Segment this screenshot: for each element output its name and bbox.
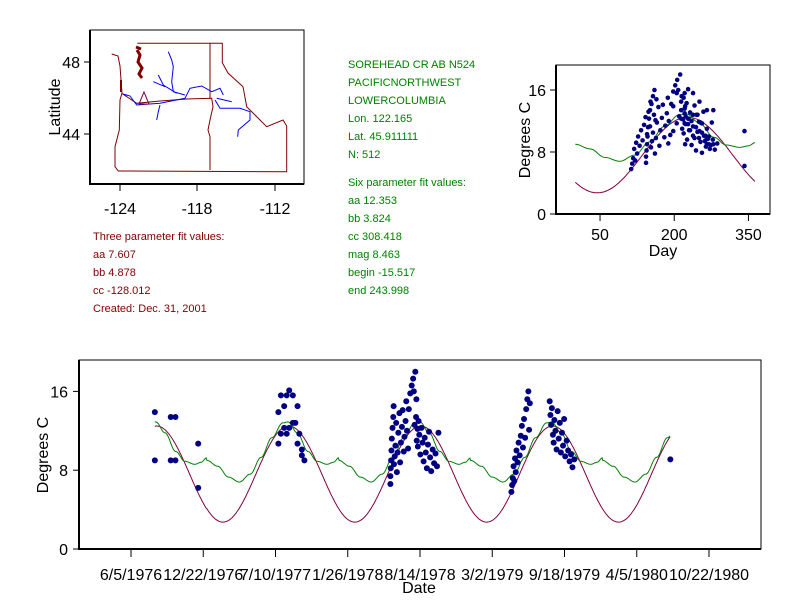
map-ylabel: Latitude	[47, 78, 64, 135]
map-xtick-label: -124	[104, 201, 136, 218]
yakima-river	[153, 74, 177, 94]
created-date: Created: Dec. 31, 2001	[93, 303, 207, 315]
columbia-river	[122, 85, 224, 106]
three-param-title: Three parameter fit values:	[93, 231, 225, 243]
station-name: SOREHEAD CR AB N524	[348, 59, 476, 71]
willamette-river	[156, 104, 161, 121]
six-param-bb: bb 3.824	[348, 213, 391, 225]
station-lat: Lat. 45.911111	[348, 131, 419, 143]
six-param-begin: begin -15.517	[348, 267, 416, 279]
six-param-cc: cc 308.418	[348, 231, 402, 243]
map-xtick-label: -112	[260, 201, 291, 218]
three-param-bb: bb 4.878	[93, 267, 136, 279]
station-triangle-icon	[138, 90, 150, 105]
station-region: PACIFICNORTHWEST	[348, 77, 462, 89]
clearwater-river	[216, 97, 232, 103]
station-info: SOREHEAD CR AB N524 PACIFICNORTHWEST LOW…	[348, 56, 475, 300]
three-param-aa: aa 7.607	[93, 249, 136, 261]
puget-sound	[135, 45, 144, 79]
three-param-info: Three parameter fit values: aa 7.607 bb …	[93, 228, 224, 318]
six-param-mag: mag 8.463	[348, 249, 400, 261]
snake-river	[214, 99, 251, 137]
map-ytick-label: 48	[62, 55, 80, 72]
six-param-aa: aa 12.353	[348, 195, 397, 207]
three-param-cc: cc -128.012	[93, 285, 151, 297]
map-xtick-label: -118	[182, 201, 213, 218]
station-subregion: LOWERCOLUMBIA	[348, 95, 446, 107]
map-frame	[89, 29, 305, 185]
six-param-title: Six parameter fit values:	[348, 177, 466, 189]
map-ytick-label: 44	[62, 127, 80, 144]
six-param-end: end 243.998	[348, 285, 410, 297]
station-lon: Lon. 122.165	[348, 113, 413, 125]
station-n: N: 512	[348, 149, 381, 161]
